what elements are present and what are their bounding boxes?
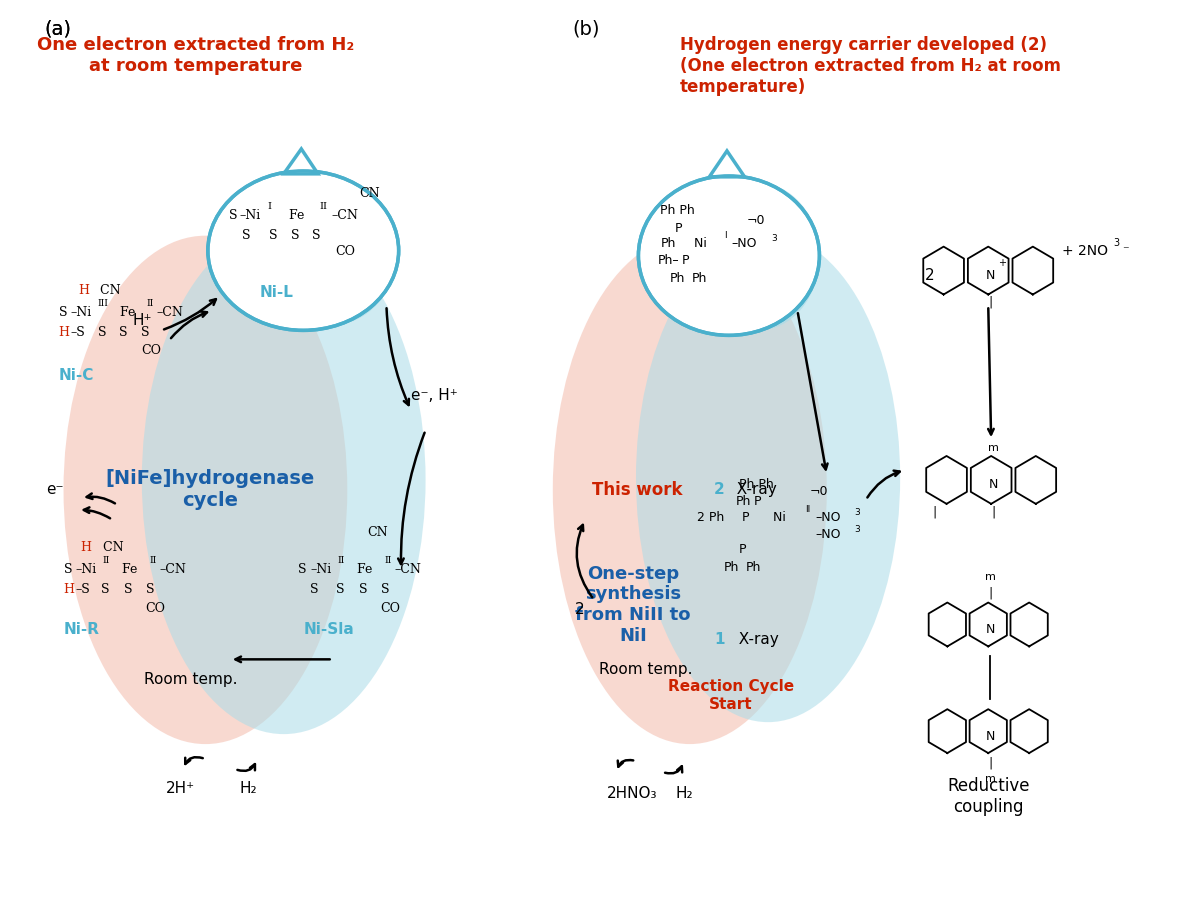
Text: S: S <box>101 583 109 596</box>
Text: S: S <box>241 230 250 242</box>
Text: 3: 3 <box>1114 238 1120 248</box>
Text: S: S <box>269 230 277 242</box>
Text: |: | <box>932 505 936 518</box>
Text: Ph: Ph <box>660 237 676 250</box>
Text: Ni-Sla: Ni-Sla <box>304 622 354 637</box>
Text: N: N <box>985 730 995 742</box>
Text: N: N <box>985 623 995 636</box>
Text: –CN: –CN <box>160 563 186 576</box>
Text: –NO: –NO <box>815 528 840 541</box>
Text: Room temp.: Room temp. <box>599 662 692 677</box>
Text: H: H <box>59 326 70 339</box>
Text: S: S <box>97 326 107 339</box>
Text: m: m <box>988 443 998 453</box>
Text: Fe: Fe <box>114 563 138 576</box>
Text: II: II <box>103 556 110 565</box>
Text: N: N <box>985 269 995 282</box>
Text: H: H <box>78 284 89 297</box>
Text: S: S <box>359 583 367 596</box>
Text: –S: –S <box>71 326 85 339</box>
Text: –CN: –CN <box>331 209 359 222</box>
Text: 2: 2 <box>575 602 584 617</box>
Text: Ni: Ni <box>761 511 786 525</box>
Text: X-ray: X-ray <box>727 482 776 498</box>
Text: +: + <box>998 257 1006 267</box>
Text: S: S <box>64 563 72 576</box>
Text: Ph: Ph <box>724 561 739 574</box>
Text: CN: CN <box>367 526 388 539</box>
Text: H₂: H₂ <box>676 787 692 801</box>
Text: e⁻, H⁺: e⁻, H⁺ <box>410 388 457 402</box>
Text: Hydrogen energy carrier developed (2)
(One electron extracted from H₂ at room
te: Hydrogen energy carrier developed (2) (O… <box>680 36 1061 96</box>
Text: Ph–: Ph– <box>658 254 679 267</box>
Ellipse shape <box>553 236 827 744</box>
Text: II: II <box>384 556 391 565</box>
Text: H₂: H₂ <box>240 781 257 797</box>
Text: S: S <box>312 230 320 242</box>
Text: ¬0: ¬0 <box>810 485 829 499</box>
Text: (a): (a) <box>44 19 71 39</box>
Text: II: II <box>805 505 810 514</box>
Text: Ni-R: Ni-R <box>64 622 100 637</box>
Text: –Ni: –Ni <box>71 306 91 319</box>
Text: S: S <box>310 583 319 596</box>
Text: S: S <box>119 326 128 339</box>
Polygon shape <box>283 148 318 174</box>
Text: e⁻: e⁻ <box>46 482 64 498</box>
Text: |: | <box>988 757 992 770</box>
Text: H: H <box>80 541 91 554</box>
Text: Ni-L: Ni-L <box>259 285 293 300</box>
Text: –NO: –NO <box>732 237 757 250</box>
Text: –Ni: –Ni <box>76 563 96 576</box>
Text: H⁺: H⁺ <box>132 313 151 328</box>
Ellipse shape <box>208 171 398 330</box>
Text: S: S <box>229 209 238 222</box>
Text: III: III <box>97 299 109 308</box>
Text: –CN: –CN <box>156 306 184 319</box>
Text: P: P <box>676 222 683 235</box>
Text: m: m <box>985 774 996 784</box>
Text: (a): (a) <box>44 19 71 39</box>
Text: One electron extracted from H₂
at room temperature: One electron extracted from H₂ at room t… <box>37 36 354 75</box>
Text: I: I <box>268 202 271 211</box>
Text: –Ni: –Ni <box>310 563 331 576</box>
Text: CN: CN <box>359 187 379 201</box>
Text: Ph: Ph <box>671 272 685 285</box>
Text: –CN: –CN <box>395 563 421 576</box>
Text: Reductive
coupling: Reductive coupling <box>947 777 1030 815</box>
Text: S: S <box>290 230 299 242</box>
Text: –NO: –NO <box>815 511 840 525</box>
Ellipse shape <box>638 176 820 336</box>
Text: II: II <box>319 202 326 211</box>
Text: 2H⁺: 2H⁺ <box>167 781 196 797</box>
Text: Ph Ph: Ph Ph <box>739 479 774 491</box>
Ellipse shape <box>697 183 820 330</box>
Text: CO: CO <box>145 602 166 615</box>
Text: N: N <box>989 479 998 491</box>
Text: ¬0: ¬0 <box>746 214 766 227</box>
Ellipse shape <box>142 226 426 734</box>
Text: P: P <box>750 495 762 508</box>
Text: Ni: Ni <box>682 237 707 250</box>
Text: CO: CO <box>380 602 401 615</box>
Text: |: | <box>988 586 992 599</box>
Text: Reaction Cycle
Start: Reaction Cycle Start <box>668 680 794 712</box>
Text: CO: CO <box>140 344 161 356</box>
Text: |: | <box>988 296 992 309</box>
Text: P: P <box>682 254 690 267</box>
Text: S: S <box>59 306 67 319</box>
Text: CN: CN <box>88 284 121 297</box>
Text: 2HNO₃: 2HNO₃ <box>607 787 658 801</box>
Text: 3: 3 <box>854 508 860 518</box>
Text: + 2NO: + 2NO <box>1062 244 1108 257</box>
Text: [NiFe]hydrogenase
cycle: [NiFe]hydrogenase cycle <box>106 470 314 510</box>
Text: 1: 1 <box>714 632 725 647</box>
Text: Fe: Fe <box>349 563 373 576</box>
Text: II: II <box>337 556 344 565</box>
Text: Ph: Ph <box>736 495 751 508</box>
Ellipse shape <box>636 234 900 722</box>
Ellipse shape <box>269 180 396 325</box>
Ellipse shape <box>64 236 347 744</box>
Text: m: m <box>985 572 996 581</box>
Text: X-ray: X-ray <box>728 632 779 647</box>
